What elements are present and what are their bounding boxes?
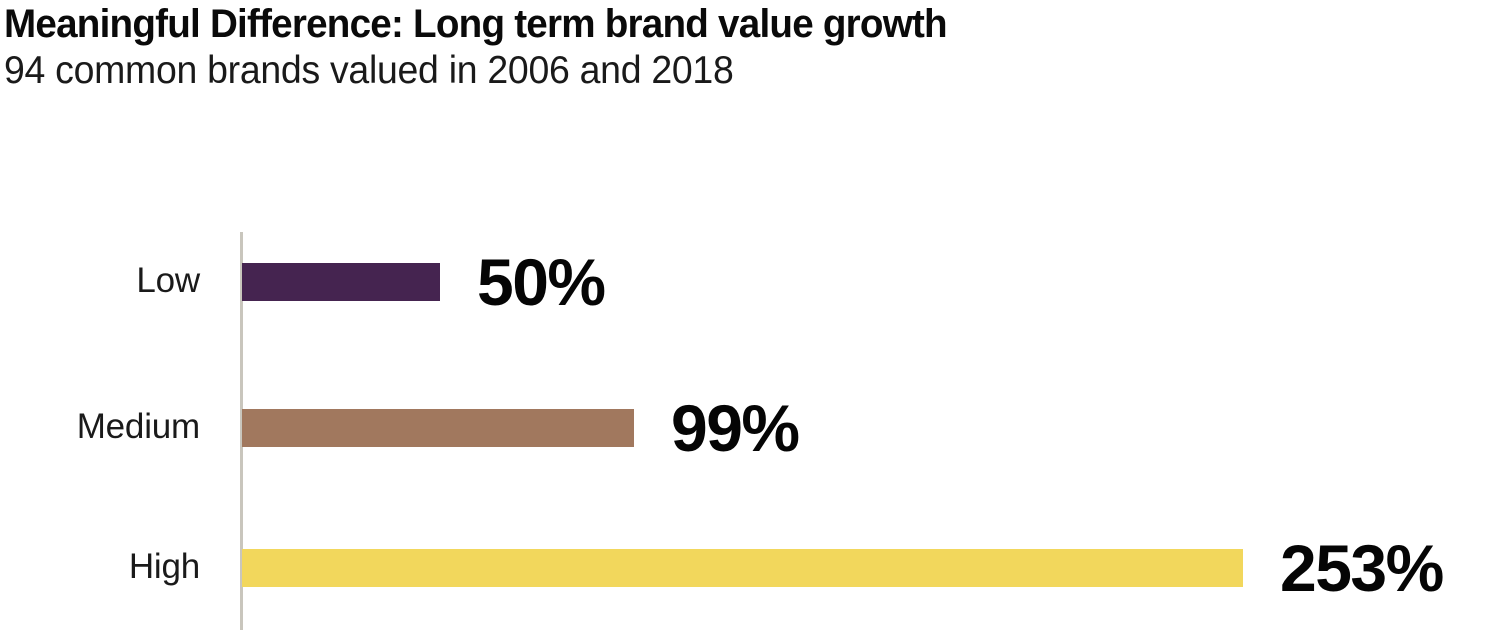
chart-header: Meaningful Difference: Long term brand v… bbox=[4, 0, 1500, 94]
category-label-medium: Medium bbox=[76, 407, 200, 446]
bar-row: Medium 99% bbox=[0, 395, 1500, 461]
y-axis-line bbox=[240, 232, 243, 630]
value-label-high: 253% bbox=[1280, 531, 1444, 605]
category-label-high: High bbox=[128, 547, 200, 586]
value-label-low: 50% bbox=[477, 245, 606, 319]
value-label-medium: 99% bbox=[671, 391, 800, 465]
bar-row: High 253% bbox=[0, 535, 1500, 601]
category-label-low: Low bbox=[136, 261, 200, 300]
bar-low bbox=[242, 263, 440, 301]
chart-subtitle: 94 common brands valued in 2006 and 2018 bbox=[4, 49, 734, 92]
chart-title: Meaningful Difference: Long term brand v… bbox=[4, 2, 948, 46]
bar-high bbox=[242, 549, 1243, 587]
bar-medium bbox=[242, 409, 634, 447]
bar-row: Low 50% bbox=[0, 249, 1500, 315]
